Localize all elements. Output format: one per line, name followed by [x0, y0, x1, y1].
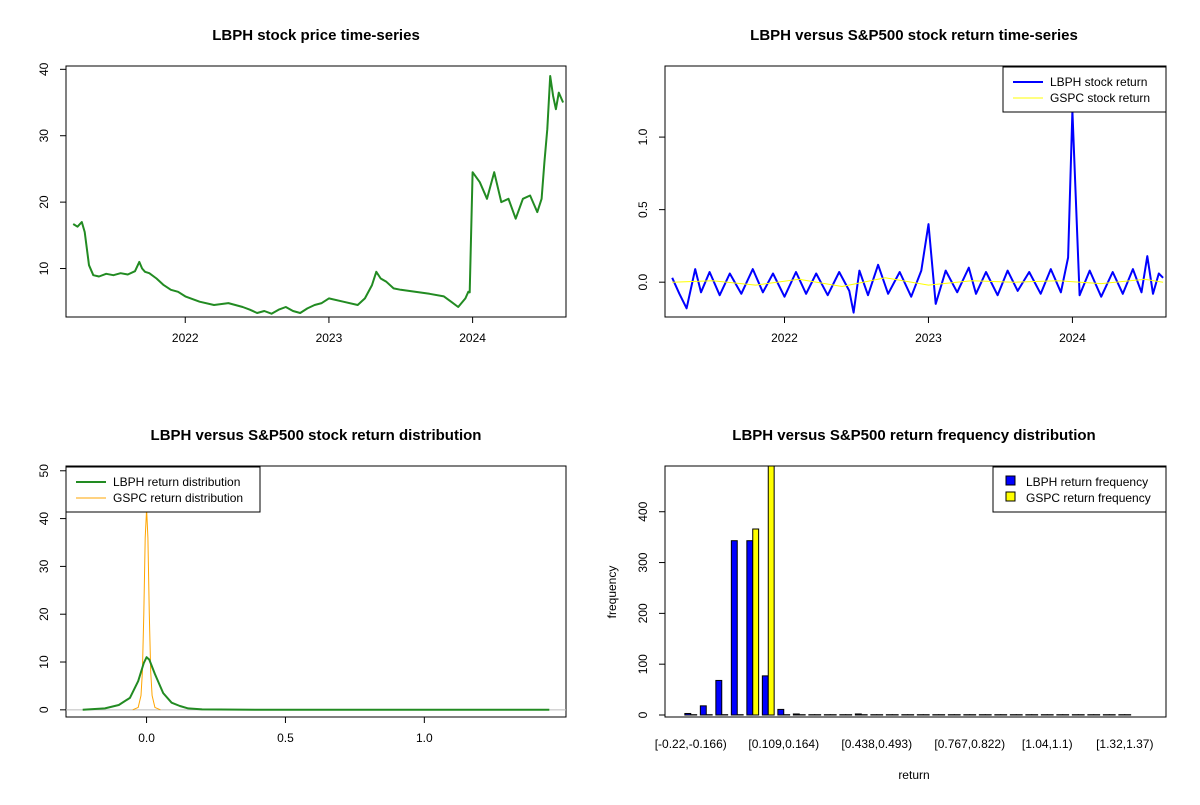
bar-lbph-frequency	[778, 709, 784, 715]
panel-4-title: LBPH versus S&P500 return frequency dist…	[732, 427, 1095, 444]
panel-2-y-tick-label: 0.0	[636, 274, 650, 291]
panel-3-y-tick-label: 10	[37, 655, 51, 669]
bar-gspc-frequency	[768, 466, 774, 715]
panel-4-x-tick-label: [1.32,1.37)	[1096, 737, 1153, 751]
legend-label-lbph-distribution: LBPH return distribution	[113, 475, 240, 489]
panel-3-y-tick-label: 0	[37, 706, 51, 713]
panel-1-y-tick-label: 30	[37, 129, 51, 143]
legend-label-gspc-frequency: GSPC return frequency	[1026, 491, 1151, 505]
panel-3-title: LBPH versus S&P500 stock return distribu…	[151, 427, 482, 444]
bar-lbph-frequency	[716, 680, 722, 715]
bar-lbph-frequency	[685, 713, 691, 715]
panel-1-plot-box	[66, 66, 566, 317]
panel-2-legend-box	[1003, 67, 1166, 112]
series-line-gspc-distribution	[133, 509, 161, 710]
panel-1-title: LBPH stock price time-series	[212, 27, 420, 44]
panel-2-title: LBPH versus S&P500 stock return time-ser…	[750, 27, 1078, 44]
panel-2-y-tick-label: 1.0	[636, 128, 650, 145]
panel-4-y-tick-label: 200	[636, 603, 650, 623]
panel-4-y-tick-label: 300	[636, 552, 650, 572]
panel-4-x-tick-label: [1.04,1.1)	[1022, 737, 1073, 751]
panel-4-legend: LBPH return frequency GSPC return freque…	[993, 467, 1166, 512]
bar-lbph-frequency	[793, 714, 799, 715]
panel-4-y-tick-label: 0	[636, 711, 650, 718]
panel-2-legend: LBPH stock return GSPC stock return	[1003, 67, 1166, 112]
panel-2-series	[672, 111, 1163, 313]
legend-label-lbph-frequency: LBPH return frequency	[1026, 475, 1148, 489]
panel-3-y-tick-label: 50	[37, 464, 51, 478]
panel-3-y-tick-label: 20	[37, 607, 51, 621]
panel-3-legend-box	[66, 467, 260, 512]
panel-4-y-axis-label: frequency	[605, 566, 619, 619]
legend-label-lbph-return: LBPH stock return	[1050, 75, 1147, 89]
panel-4-x-tick-label: [0.109,0.164)	[748, 737, 819, 751]
panel-1-x-tick-label: 2023	[316, 331, 343, 345]
legend-swatch-gspc-frequency	[1006, 492, 1015, 501]
bar-lbph-frequency	[700, 706, 706, 715]
panel-4-axes: 0 100 200 300 400 [-0.22,-0.166) [0.109,0.164)…	[636, 501, 1153, 751]
series-line-lbph-distribution	[83, 657, 550, 710]
panel-4-legend-box	[993, 467, 1166, 512]
panel-2-x-tick-label: 2023	[915, 331, 942, 345]
panel-1-y-tick-label: 40	[37, 62, 51, 76]
legend-swatch-lbph-frequency	[1006, 476, 1015, 485]
panel-return-frequency: LBPH versus S&P500 return frequency dist…	[605, 427, 1166, 782]
panel-3-x-tick-label: 1.0	[416, 731, 433, 745]
panel-2-x-tick-label: 2024	[1059, 331, 1086, 345]
panel-2-y-tick-label: 0.5	[636, 201, 650, 218]
panel-4-x-axis-label: return	[898, 768, 929, 782]
bar-lbph-frequency	[855, 714, 861, 715]
panel-4-y-tick-label: 400	[636, 501, 650, 521]
panel-2-axes: 2022 2023 2024 0.0 0.5 1.0	[636, 128, 1086, 345]
panel-4-x-tick-label: [-0.22,-0.166)	[655, 737, 727, 751]
panel-3-y-tick-label: 30	[37, 559, 51, 573]
bar-gspc-frequency	[753, 529, 759, 715]
panel-1-axes: 2022 2023 2024 10 20 30 40	[37, 62, 486, 345]
panel-4-x-tick-label: [0.438,0.493)	[841, 737, 912, 751]
panel-3-legend: LBPH return distribution GSPC return dis…	[66, 467, 260, 512]
panel-4-x-tick-label: [0.767,0.822)	[934, 737, 1005, 751]
panel-3-x-tick-label: 0.5	[277, 731, 294, 745]
panel-1-x-tick-label: 2024	[459, 331, 486, 345]
panel-3-series	[66, 509, 566, 710]
panel-2-x-tick-label: 2022	[771, 331, 798, 345]
series-line-lbph-price	[73, 76, 563, 314]
panel-1-series	[73, 76, 563, 314]
legend-label-gspc-return: GSPC stock return	[1050, 91, 1150, 105]
panel-1-y-tick-label: 10	[37, 262, 51, 276]
panel-1-x-tick-label: 2022	[172, 331, 199, 345]
panel-1-y-tick-label: 20	[37, 195, 51, 209]
bar-lbph-frequency	[762, 676, 768, 715]
panel-4-y-tick-label: 100	[636, 654, 650, 674]
bar-lbph-frequency	[731, 541, 737, 715]
panel-3-x-tick-label: 0.0	[138, 731, 155, 745]
bar-lbph-frequency	[747, 541, 753, 715]
panel-return-distribution: LBPH versus S&P500 stock return distribu…	[37, 427, 566, 745]
panel-3-y-tick-label: 40	[37, 512, 51, 526]
panel-return-timeseries: LBPH versus S&P500 stock return time-ser…	[636, 27, 1166, 345]
legend-label-gspc-distribution: GSPC return distribution	[113, 491, 243, 505]
